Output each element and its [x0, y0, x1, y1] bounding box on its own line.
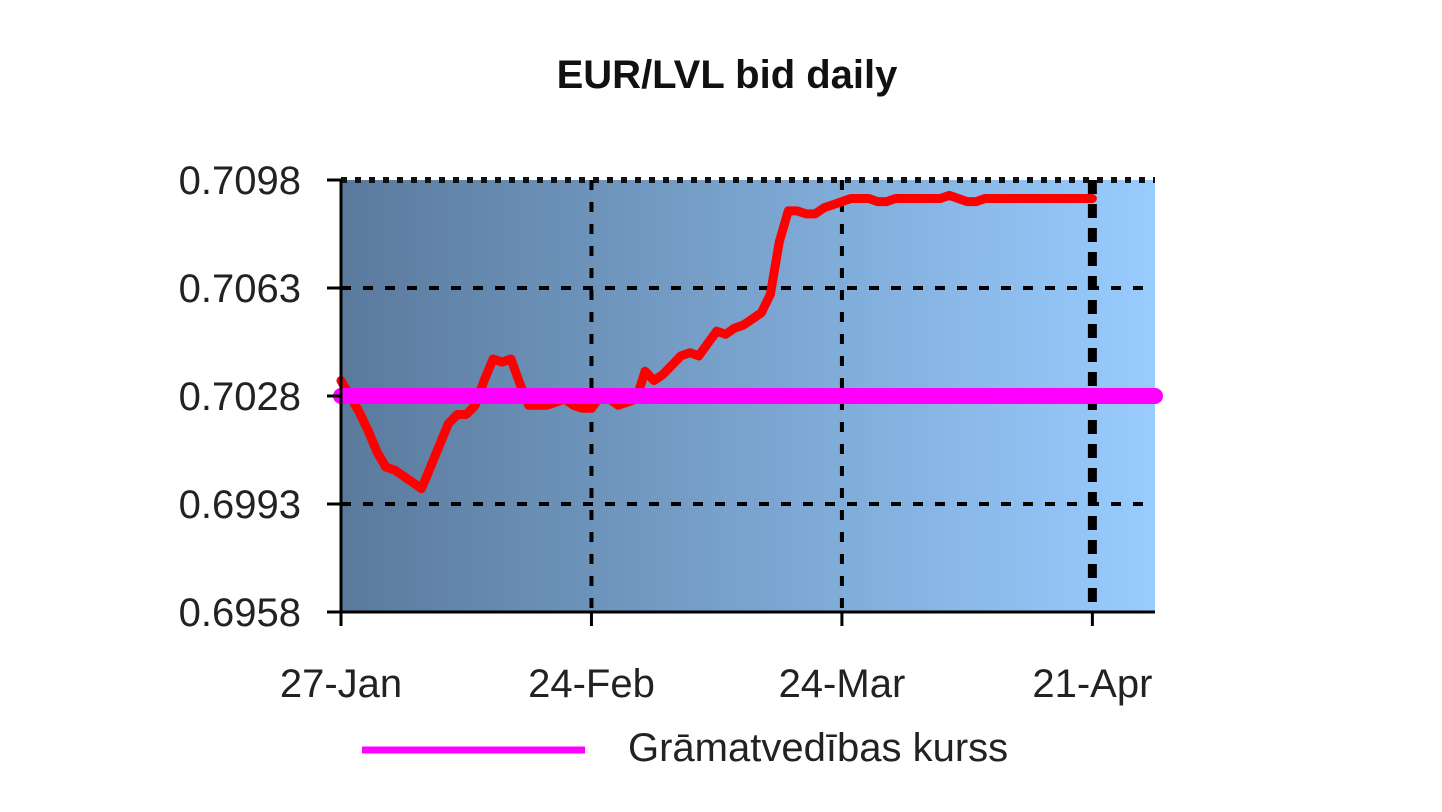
x-tick-label-24-Mar: 24-Mar — [779, 662, 906, 706]
series-layer — [333, 190, 1163, 494]
x-tick-label-21-Apr: 21-Apr — [1032, 662, 1152, 706]
y-tick-label-0.6993: 0.6993 — [179, 483, 301, 527]
y-tick-label-0.7028: 0.7028 — [179, 375, 301, 419]
x-tick-label-27-Jan: 27-Jan — [280, 662, 402, 706]
legend-label-accounting-rate: Grāmatvedības kurss — [628, 726, 1008, 770]
chart-title: EUR/LVL bid daily — [557, 53, 899, 97]
x-tick-label-24-Feb: 24-Feb — [528, 662, 655, 706]
y-tick-label-0.7063: 0.7063 — [179, 267, 301, 311]
y-tick-label-0.7098: 0.7098 — [179, 159, 301, 203]
legend: Grāmatvedības kurss — [362, 726, 1008, 770]
y-tick-label-0.6958: 0.6958 — [179, 591, 301, 635]
tick-labels: 0.7098 0.7063 0.7028 0.6993 0.6958 27-Jan 24-F… — [179, 159, 1153, 706]
axes — [327, 178, 1155, 626]
series-line-bid — [336, 190, 1097, 494]
